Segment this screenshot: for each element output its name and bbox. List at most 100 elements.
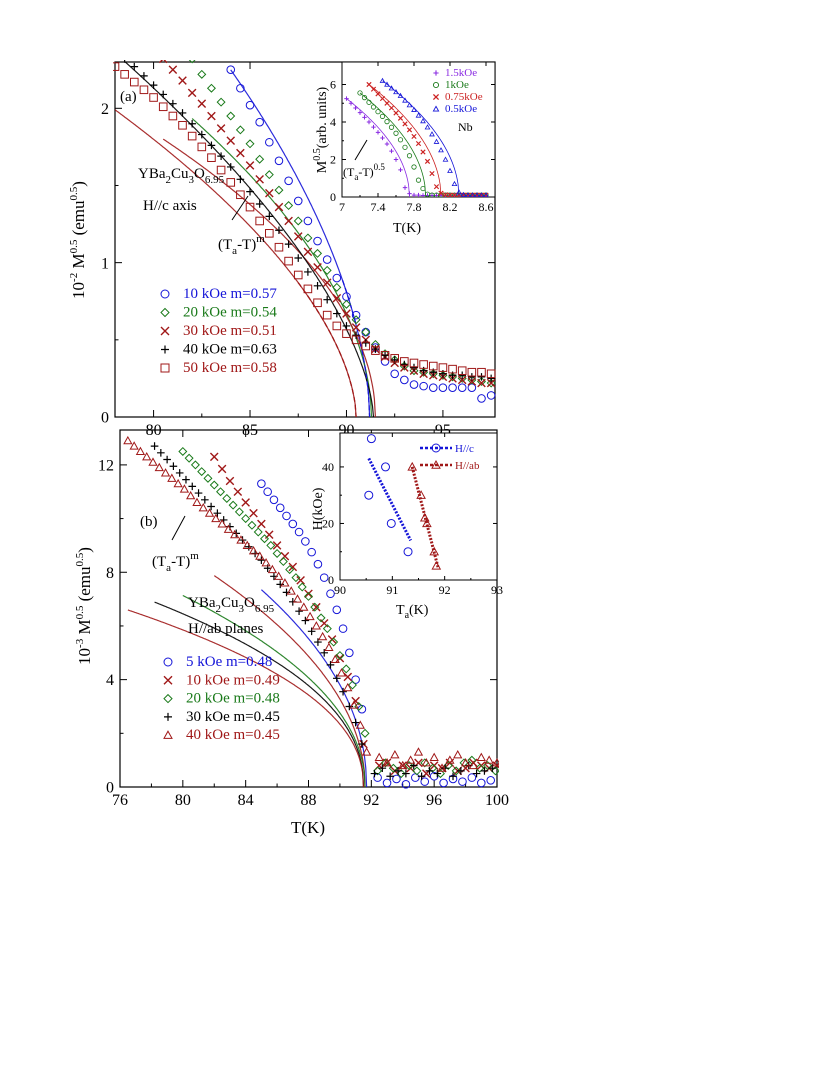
data-point xyxy=(371,346,380,355)
x-tick-label: 100 xyxy=(485,792,509,809)
data-point xyxy=(296,576,305,585)
data-point xyxy=(409,366,419,376)
data-point xyxy=(390,354,399,363)
data-point xyxy=(303,284,313,294)
data-point xyxy=(322,310,332,320)
data-point xyxy=(293,232,303,241)
panel-b-inset: 90 91 92 93 0 20 40 H//c H//ab Ta(K) H(kOe) xyxy=(311,432,503,621)
panel-a-fit-label: (Ta-T)m xyxy=(218,233,265,257)
data-point xyxy=(272,548,282,558)
inset-data-point xyxy=(397,137,404,143)
data-point xyxy=(443,761,453,771)
inset-legend-label: 1kOe xyxy=(445,79,469,91)
data-point xyxy=(472,769,481,778)
inset-data-point xyxy=(451,180,458,187)
data-point xyxy=(257,519,266,529)
inset-data-point xyxy=(397,115,404,121)
data-point xyxy=(475,763,485,773)
data-point xyxy=(351,675,360,684)
data-point xyxy=(274,202,284,212)
data-point xyxy=(347,680,357,690)
data-point xyxy=(448,364,457,374)
x-tick-label: 88 xyxy=(301,792,317,809)
data-point xyxy=(292,594,303,603)
panel-a-ylabel: 10-2 M0.5 (emu0.5) xyxy=(68,181,88,299)
inset-data-point xyxy=(384,100,390,106)
data-point xyxy=(374,752,384,762)
inset-legend-label: 0.5kOe xyxy=(445,103,477,115)
data-point xyxy=(272,541,282,550)
data-point xyxy=(488,764,497,773)
inset-fit-curve xyxy=(368,84,442,197)
data-point xyxy=(123,435,133,445)
inset-data-point xyxy=(442,192,449,197)
legend-label: 50 kOe m=0.58 xyxy=(183,360,277,376)
data-point xyxy=(216,487,226,497)
data-point xyxy=(361,339,370,347)
data-point xyxy=(351,718,360,727)
data-point xyxy=(226,65,236,75)
data-point xyxy=(339,687,347,696)
data-point xyxy=(255,216,264,226)
data-point xyxy=(438,363,448,372)
inset-legend-label: H//ab xyxy=(455,460,480,472)
data-point xyxy=(342,309,351,318)
inset-b-data-points xyxy=(364,434,442,570)
data-point xyxy=(207,153,216,162)
legend-label: 5 kOe m=0.48 xyxy=(186,654,272,670)
data-point xyxy=(226,178,236,187)
data-point xyxy=(388,763,398,773)
data-point xyxy=(284,240,293,248)
data-point xyxy=(343,672,353,682)
data-point xyxy=(409,358,419,368)
data-point xyxy=(261,558,271,567)
data-point xyxy=(159,90,168,99)
inset-data-point xyxy=(407,461,418,471)
fit-curve xyxy=(115,109,357,417)
inset-data-point xyxy=(393,130,399,136)
y-tick-label: 0 xyxy=(106,780,114,797)
inset-data-point xyxy=(424,158,431,164)
data-point xyxy=(245,100,255,110)
data-point xyxy=(288,519,298,529)
data-point xyxy=(168,111,178,121)
inset-data-point xyxy=(357,110,363,115)
data-point xyxy=(437,763,447,772)
inset-data-point xyxy=(406,102,413,108)
inset-data-point xyxy=(393,110,399,116)
data-point xyxy=(226,163,235,171)
data-point xyxy=(402,769,410,778)
inset-b-ylabel: H(kOe) xyxy=(311,487,326,530)
data-point xyxy=(255,117,264,127)
legend-label: 20 kOe m=0.54 xyxy=(183,305,277,321)
inset-data-point xyxy=(366,119,372,125)
inset-data-point xyxy=(438,147,444,153)
data-point xyxy=(322,624,332,634)
data-point xyxy=(267,564,278,574)
inset-data-point xyxy=(442,156,449,162)
data-point xyxy=(305,611,315,621)
data-point xyxy=(335,650,345,660)
data-point xyxy=(304,589,313,599)
x-tick-label: 8.6 xyxy=(479,200,494,214)
inset-data-point xyxy=(384,141,390,147)
inset-data-point xyxy=(402,185,408,190)
inset-data-point xyxy=(379,77,386,83)
data-point xyxy=(419,381,428,391)
data-point xyxy=(370,769,379,778)
data-point xyxy=(310,602,320,612)
y-tick-label: 6 xyxy=(330,78,336,92)
data-point xyxy=(288,562,298,572)
data-point xyxy=(222,493,232,503)
data-point xyxy=(197,142,207,152)
inset-data-point xyxy=(366,81,372,88)
inset-data-point xyxy=(353,105,358,111)
data-point xyxy=(247,520,257,530)
inset-fit-curve xyxy=(346,98,410,197)
inset-b-xlabel: Ta(K) xyxy=(396,603,429,621)
inset-data-point xyxy=(469,192,476,197)
data-point xyxy=(313,236,322,246)
data-point xyxy=(322,278,332,288)
data-point xyxy=(477,373,486,381)
